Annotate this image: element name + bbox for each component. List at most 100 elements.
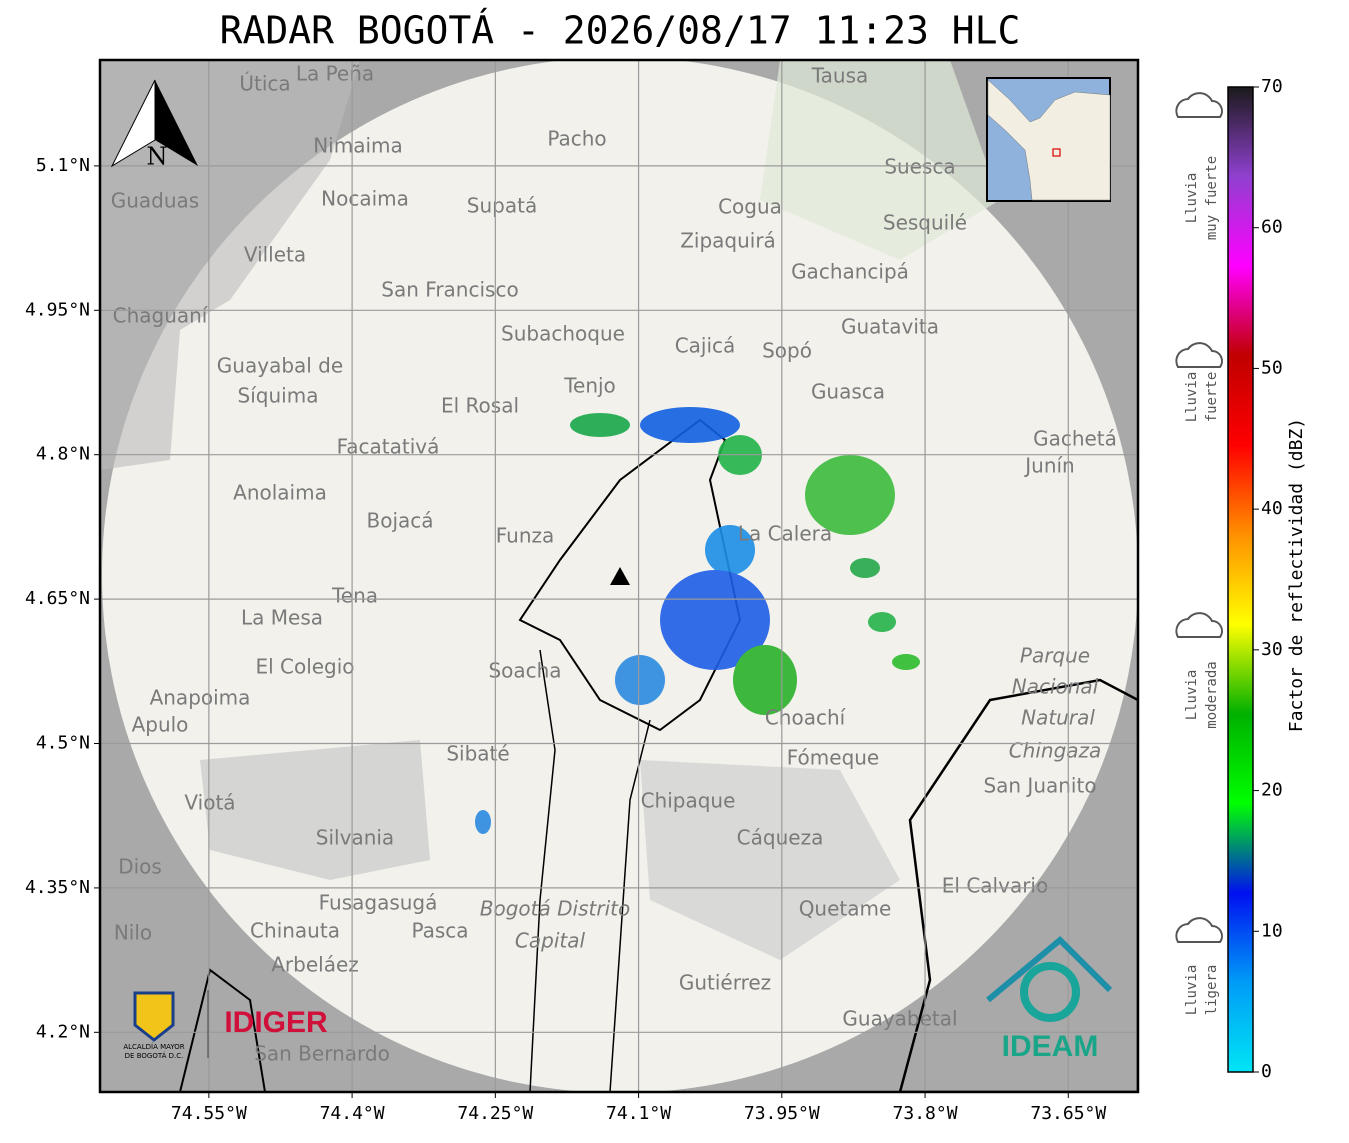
place-label: Gutiérrez xyxy=(679,971,771,995)
boundary xyxy=(179,968,266,1092)
place-label: Anolaima xyxy=(233,481,327,505)
place-label: Guayabal de xyxy=(217,354,343,378)
place-label: Guasca xyxy=(811,380,885,404)
x-tick-label: 73.8°W xyxy=(893,1103,958,1124)
terrain xyxy=(640,760,900,960)
radar-site xyxy=(610,567,630,585)
place-label: Choachí xyxy=(765,706,847,730)
place-label: Tausa xyxy=(811,64,869,88)
rain-level-label: moderada xyxy=(1204,661,1220,728)
place-label: Chinauta xyxy=(250,919,340,943)
radar-echoes xyxy=(475,407,920,834)
rain-level-label: Lluvia xyxy=(1184,372,1200,423)
place-label: Dios xyxy=(118,855,162,879)
echo xyxy=(733,645,797,715)
place-label: Nilo xyxy=(114,921,152,945)
place-label: Gachetá xyxy=(1033,427,1117,451)
y-tick-label: 4.35°N xyxy=(25,877,90,898)
colorbar-tick-label: 20 xyxy=(1261,780,1283,801)
place-label: San Bernardo xyxy=(254,1042,390,1066)
rain-level-label: muy fuerte xyxy=(1204,156,1220,240)
echo xyxy=(805,455,895,535)
colorbar-tick-label: 10 xyxy=(1261,920,1283,941)
rain-level-label: Lluvia xyxy=(1184,670,1200,721)
place-label: La Mesa xyxy=(241,606,323,630)
place-label: Bogotá Distrito xyxy=(480,897,630,921)
y-tick-label: 5.1°N xyxy=(36,155,90,176)
place-label: Sopó xyxy=(762,339,812,363)
place-label: La Peña xyxy=(296,62,374,86)
rain-icon xyxy=(1175,92,1223,118)
place-label: Anapoima xyxy=(150,686,251,710)
place-label: Junín xyxy=(1023,454,1074,478)
colorbar-tick-label: 0 xyxy=(1261,1061,1272,1082)
boundary xyxy=(898,678,1138,1092)
place-label: Cogua xyxy=(718,195,782,219)
place-label: Cajicá xyxy=(675,334,736,358)
place-label: Arbeláez xyxy=(271,953,359,977)
place-label: El Rosal xyxy=(441,394,519,418)
echo xyxy=(705,525,755,575)
place-label: Parque xyxy=(1020,644,1090,668)
terrain xyxy=(760,60,1000,260)
place-label: Suesca xyxy=(884,155,955,179)
colorbar-tick-label: 60 xyxy=(1261,217,1283,238)
rain-icon xyxy=(1175,342,1223,368)
place-label: Nimaima xyxy=(313,134,403,158)
title: RADAR BOGOTÁ - 2026/08/17 11:23 HLC xyxy=(220,9,1021,53)
alcaldia-text: ALCALDÍA MAYOR xyxy=(123,1042,184,1051)
y-tick-label: 4.5°N xyxy=(36,733,90,754)
alcaldia-text: DE BOGOTÁ D.C. xyxy=(125,1051,184,1060)
rain-icon xyxy=(1175,612,1223,638)
place-label: Guayabetal xyxy=(842,1007,957,1031)
place-label: Bojacá xyxy=(366,509,433,533)
terrain xyxy=(100,60,360,470)
place-label: Quetame xyxy=(799,897,892,921)
place-label: San Francisco xyxy=(381,278,518,302)
ideam-roof xyxy=(986,935,1113,1003)
place-label: Tenjo xyxy=(563,374,616,398)
place-label: El Calvario xyxy=(942,874,1048,898)
y-tick-label: 4.95°N xyxy=(25,299,90,320)
x-tick-label: 73.95°W xyxy=(744,1103,820,1124)
place-label: Chingaza xyxy=(1009,739,1102,763)
alcaldia-shield xyxy=(133,991,175,1042)
boundary xyxy=(529,649,651,1092)
north-arrow-right xyxy=(155,80,198,166)
x-tick-label: 74.55°W xyxy=(171,1103,247,1124)
colorbar-label: Factor de reflectividad (dBZ) xyxy=(1286,418,1307,732)
rain-level-label: fuerte xyxy=(1204,372,1220,423)
map xyxy=(100,60,1138,1092)
rain-level-label: Lluvia xyxy=(1184,173,1200,224)
place-label: Natural xyxy=(1021,706,1095,730)
inset-map xyxy=(986,77,1111,202)
place-label: La Calera xyxy=(738,522,832,546)
x-tick-label: 74.25°W xyxy=(457,1103,533,1124)
place-label: Fusagasugá xyxy=(319,891,438,915)
map-frame xyxy=(98,58,1140,1094)
idiger-logo: IDIGER xyxy=(224,1006,328,1039)
place-label: Chipaque xyxy=(641,789,736,813)
inset-land xyxy=(987,79,1111,201)
y-tick-label: 4.2°N xyxy=(36,1021,90,1042)
echo xyxy=(570,413,630,437)
logos: ALCALDÍA MAYOR DE BOGOTÁ D.C. IDIGER IDE… xyxy=(123,935,1113,1063)
y-tick-label: 4.8°N xyxy=(36,444,90,465)
colorbar-tick-label: 70 xyxy=(1261,76,1283,97)
echo xyxy=(660,570,770,670)
place-label: Nocaima xyxy=(321,187,409,211)
echo xyxy=(892,654,920,670)
echo xyxy=(868,612,896,632)
place-label: Supatá xyxy=(467,194,537,218)
place-label: Villeta xyxy=(244,243,306,267)
echo xyxy=(615,655,665,705)
colorbar-tick-label: 40 xyxy=(1261,498,1283,519)
place-label: Capital xyxy=(515,929,586,953)
place-label: Guaduas xyxy=(111,189,199,213)
rain-icon xyxy=(1175,917,1223,943)
place-label: Guatavita xyxy=(841,315,939,339)
place-label: El Colegio xyxy=(255,655,354,679)
y-tick-label: 4.65°N xyxy=(25,588,90,609)
